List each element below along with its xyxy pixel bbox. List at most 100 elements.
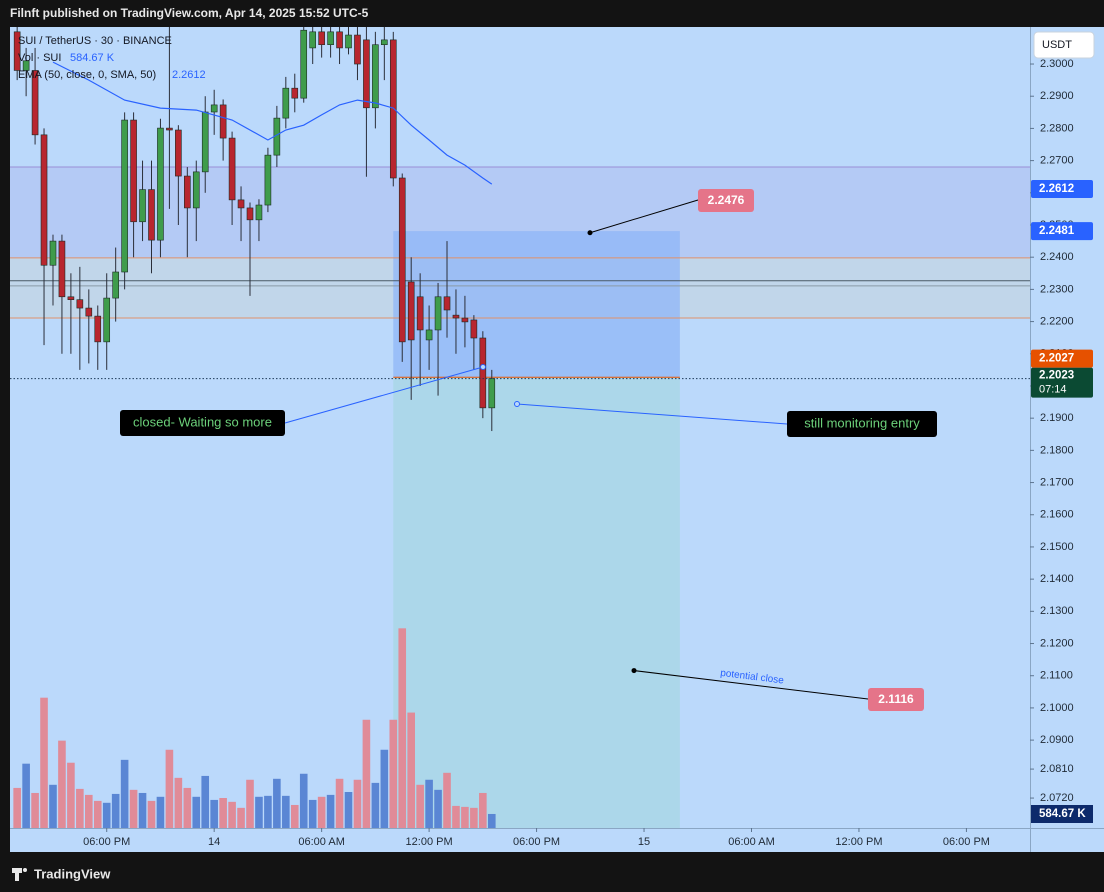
- publisher-line: Filnft published on TradingView.com, Apr…: [10, 6, 369, 20]
- volume-bar: [362, 719, 371, 828]
- symbol-legend: SUI / TetherUS · 30 · BINANCE: [18, 35, 172, 47]
- volume-bar: [219, 798, 227, 828]
- ema-line: [52, 61, 493, 185]
- candle-body: [94, 315, 102, 343]
- volume-bar: [228, 801, 236, 828]
- candle-body: [389, 39, 397, 179]
- candle-body: [112, 271, 119, 299]
- candle-body: [255, 204, 263, 221]
- footer-bar: [0, 852, 1104, 892]
- volume-bar: [255, 796, 263, 828]
- volume-bar: [31, 792, 39, 828]
- candle-body: [76, 299, 84, 309]
- x-tick-label: 06:00 PM: [513, 836, 560, 848]
- candle-body: [31, 70, 39, 136]
- currency-button[interactable]: [1033, 31, 1095, 59]
- volume-bar: [479, 792, 487, 828]
- candle-body: [461, 317, 469, 323]
- volume-legend: Vol · SUI: [18, 52, 61, 64]
- volume-bar: [389, 719, 398, 828]
- volume-bar: [93, 800, 102, 828]
- candle-body: [237, 199, 245, 209]
- candle-body: [22, 60, 30, 71]
- countdown: 07:14: [1039, 383, 1067, 395]
- candle-body: [40, 134, 48, 266]
- candle-body: [470, 319, 478, 339]
- candle-body: [210, 104, 218, 113]
- y-tick-label: 2.1800: [1040, 444, 1074, 456]
- candle-body: [157, 127, 164, 241]
- note-connector: [284, 366, 484, 424]
- candle-body: [85, 307, 93, 317]
- candle-body: [291, 87, 299, 99]
- callout-box: [698, 189, 754, 212]
- candle-body: [67, 296, 75, 300]
- candle-body: [327, 31, 334, 46]
- candle-body: [300, 29, 308, 99]
- price-label-text: 2.2027: [1039, 353, 1074, 365]
- volume-bar: [407, 712, 415, 828]
- volume-bar: [120, 759, 129, 828]
- logo-shape: [15, 873, 19, 881]
- y-tick-label: 2.1700: [1040, 476, 1074, 488]
- volume-bar: [147, 800, 156, 828]
- volume-bar: [353, 779, 362, 828]
- y-tick-label: 2.0900: [1040, 734, 1074, 746]
- volume-bar: [165, 749, 174, 828]
- candle-body: [363, 39, 370, 109]
- tradingview-logo: TradingView: [12, 866, 111, 881]
- volume-bar: [49, 784, 57, 828]
- candle-body: [166, 127, 173, 131]
- volume-bar: [290, 804, 299, 828]
- y-tick-label: 2.1200: [1040, 637, 1074, 649]
- volume-bar: [22, 763, 30, 828]
- volume-bar: [452, 805, 460, 828]
- note-text: still monitoring entry: [804, 415, 920, 430]
- y-tick-label: 2.3000: [1040, 58, 1074, 70]
- volume-bar: [425, 779, 433, 828]
- callout-text: 2.2476: [708, 193, 745, 207]
- y-tick-label: 2.2400: [1040, 251, 1074, 263]
- volume-bar: [470, 807, 478, 828]
- volume-bar: [308, 799, 317, 828]
- candle-body: [416, 296, 424, 331]
- volume-bar: [461, 806, 469, 828]
- volume-bar: [299, 773, 308, 828]
- volume-bar: [13, 787, 21, 828]
- volume-bar: [40, 697, 48, 828]
- y-tick-label: 2.1600: [1040, 509, 1074, 521]
- candle-body: [354, 34, 361, 65]
- callout-anchor: [631, 668, 637, 674]
- x-tick-label: 06:00 AM: [298, 836, 344, 848]
- candle-body: [228, 137, 236, 201]
- candle-body: [309, 31, 316, 49]
- candle-body: [407, 281, 415, 341]
- candle-body: [479, 337, 487, 409]
- y-tick-label: 2.0720: [1040, 792, 1074, 804]
- volume-bar: [246, 779, 254, 828]
- callout-anchor: [587, 230, 593, 236]
- volume-bar: [237, 807, 245, 828]
- y-tick-label: 2.2900: [1040, 90, 1074, 102]
- logo-shape: [23, 868, 27, 872]
- y-tick-label: 2.2700: [1040, 155, 1074, 167]
- volume-bar: [58, 740, 66, 828]
- volume-bar: [416, 784, 424, 828]
- ema-legend-value: 2.2612: [172, 69, 206, 81]
- volume-bar: [282, 795, 290, 828]
- candle-body: [148, 189, 155, 241]
- volume-bar: [156, 796, 165, 828]
- note-anchor: [514, 401, 520, 407]
- candle-body: [192, 171, 200, 209]
- candle-body: [434, 296, 442, 331]
- note-box: [787, 411, 937, 437]
- candle-body: [103, 297, 111, 343]
- candle-body: [139, 189, 146, 223]
- price-axis: [1030, 27, 1104, 852]
- price-label: [1031, 349, 1093, 368]
- volume-bar: [380, 749, 389, 828]
- axis-layer: 2.30002.29002.28002.27002.26002.25002.24…: [83, 31, 1095, 848]
- volume-bar: [111, 793, 120, 828]
- plot-layer: [10, 27, 1030, 828]
- candle-body: [443, 296, 451, 311]
